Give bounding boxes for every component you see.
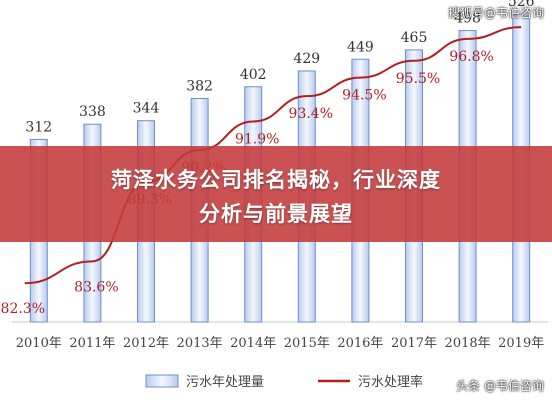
line-label-4: 91.9% xyxy=(235,131,279,147)
legend-line-label: 污水处理率 xyxy=(358,374,423,390)
line-label-0: 82.3% xyxy=(1,301,45,317)
line-label-1: 83.6% xyxy=(74,279,118,295)
bar-label-3: 382 xyxy=(186,78,213,94)
x-tick-0: 2010年 xyxy=(16,336,62,351)
x-tick-9: 2019年 xyxy=(498,336,544,351)
legend: 污水年处理量 污水处理率 xyxy=(145,374,423,390)
line-label-7: 95.5% xyxy=(396,71,440,87)
x-tick-7: 2017年 xyxy=(391,336,437,351)
line-label-6: 94.5% xyxy=(342,88,386,104)
x-tick-2: 2012年 xyxy=(123,336,169,351)
bar-label-0: 312 xyxy=(25,119,52,135)
bar-label-9: 526 xyxy=(508,0,535,10)
bar-label-4: 402 xyxy=(240,67,267,83)
banner-title-line1: 菏泽水务公司排名揭秘，行业深度 xyxy=(111,168,441,192)
x-tick-8: 2018年 xyxy=(445,336,491,351)
x-tick-3: 2013年 xyxy=(177,336,223,351)
legend-bar-label: 污水年处理量 xyxy=(186,375,264,390)
bar-label-6: 449 xyxy=(347,39,374,55)
x-tick-1: 2011年 xyxy=(69,336,115,351)
watermark-bottom: 头条 @韦伯咨询 xyxy=(456,379,544,393)
banner-title-line2: 分析与前景展望 xyxy=(199,202,353,226)
x-tick-5: 2015年 xyxy=(284,336,330,351)
title-banner: 菏泽水务公司排名揭秘，行业深度 分析与前景展望 xyxy=(0,146,552,242)
legend-bar-swatch xyxy=(145,374,179,388)
line-label-5: 93.4% xyxy=(289,106,333,122)
bar-label-7: 465 xyxy=(401,30,428,46)
line-label-8: 96.8% xyxy=(449,49,493,65)
bar-label-1: 338 xyxy=(79,104,106,120)
bar-label-2: 344 xyxy=(133,101,160,117)
bar-label-8: 498 xyxy=(454,11,481,27)
bar-label-5: 429 xyxy=(293,51,320,67)
watermark-top: 搜狐号@韦伯咨询 xyxy=(447,6,544,20)
x-tick-6: 2016年 xyxy=(337,336,383,351)
x-tick-4: 2014年 xyxy=(230,336,276,351)
